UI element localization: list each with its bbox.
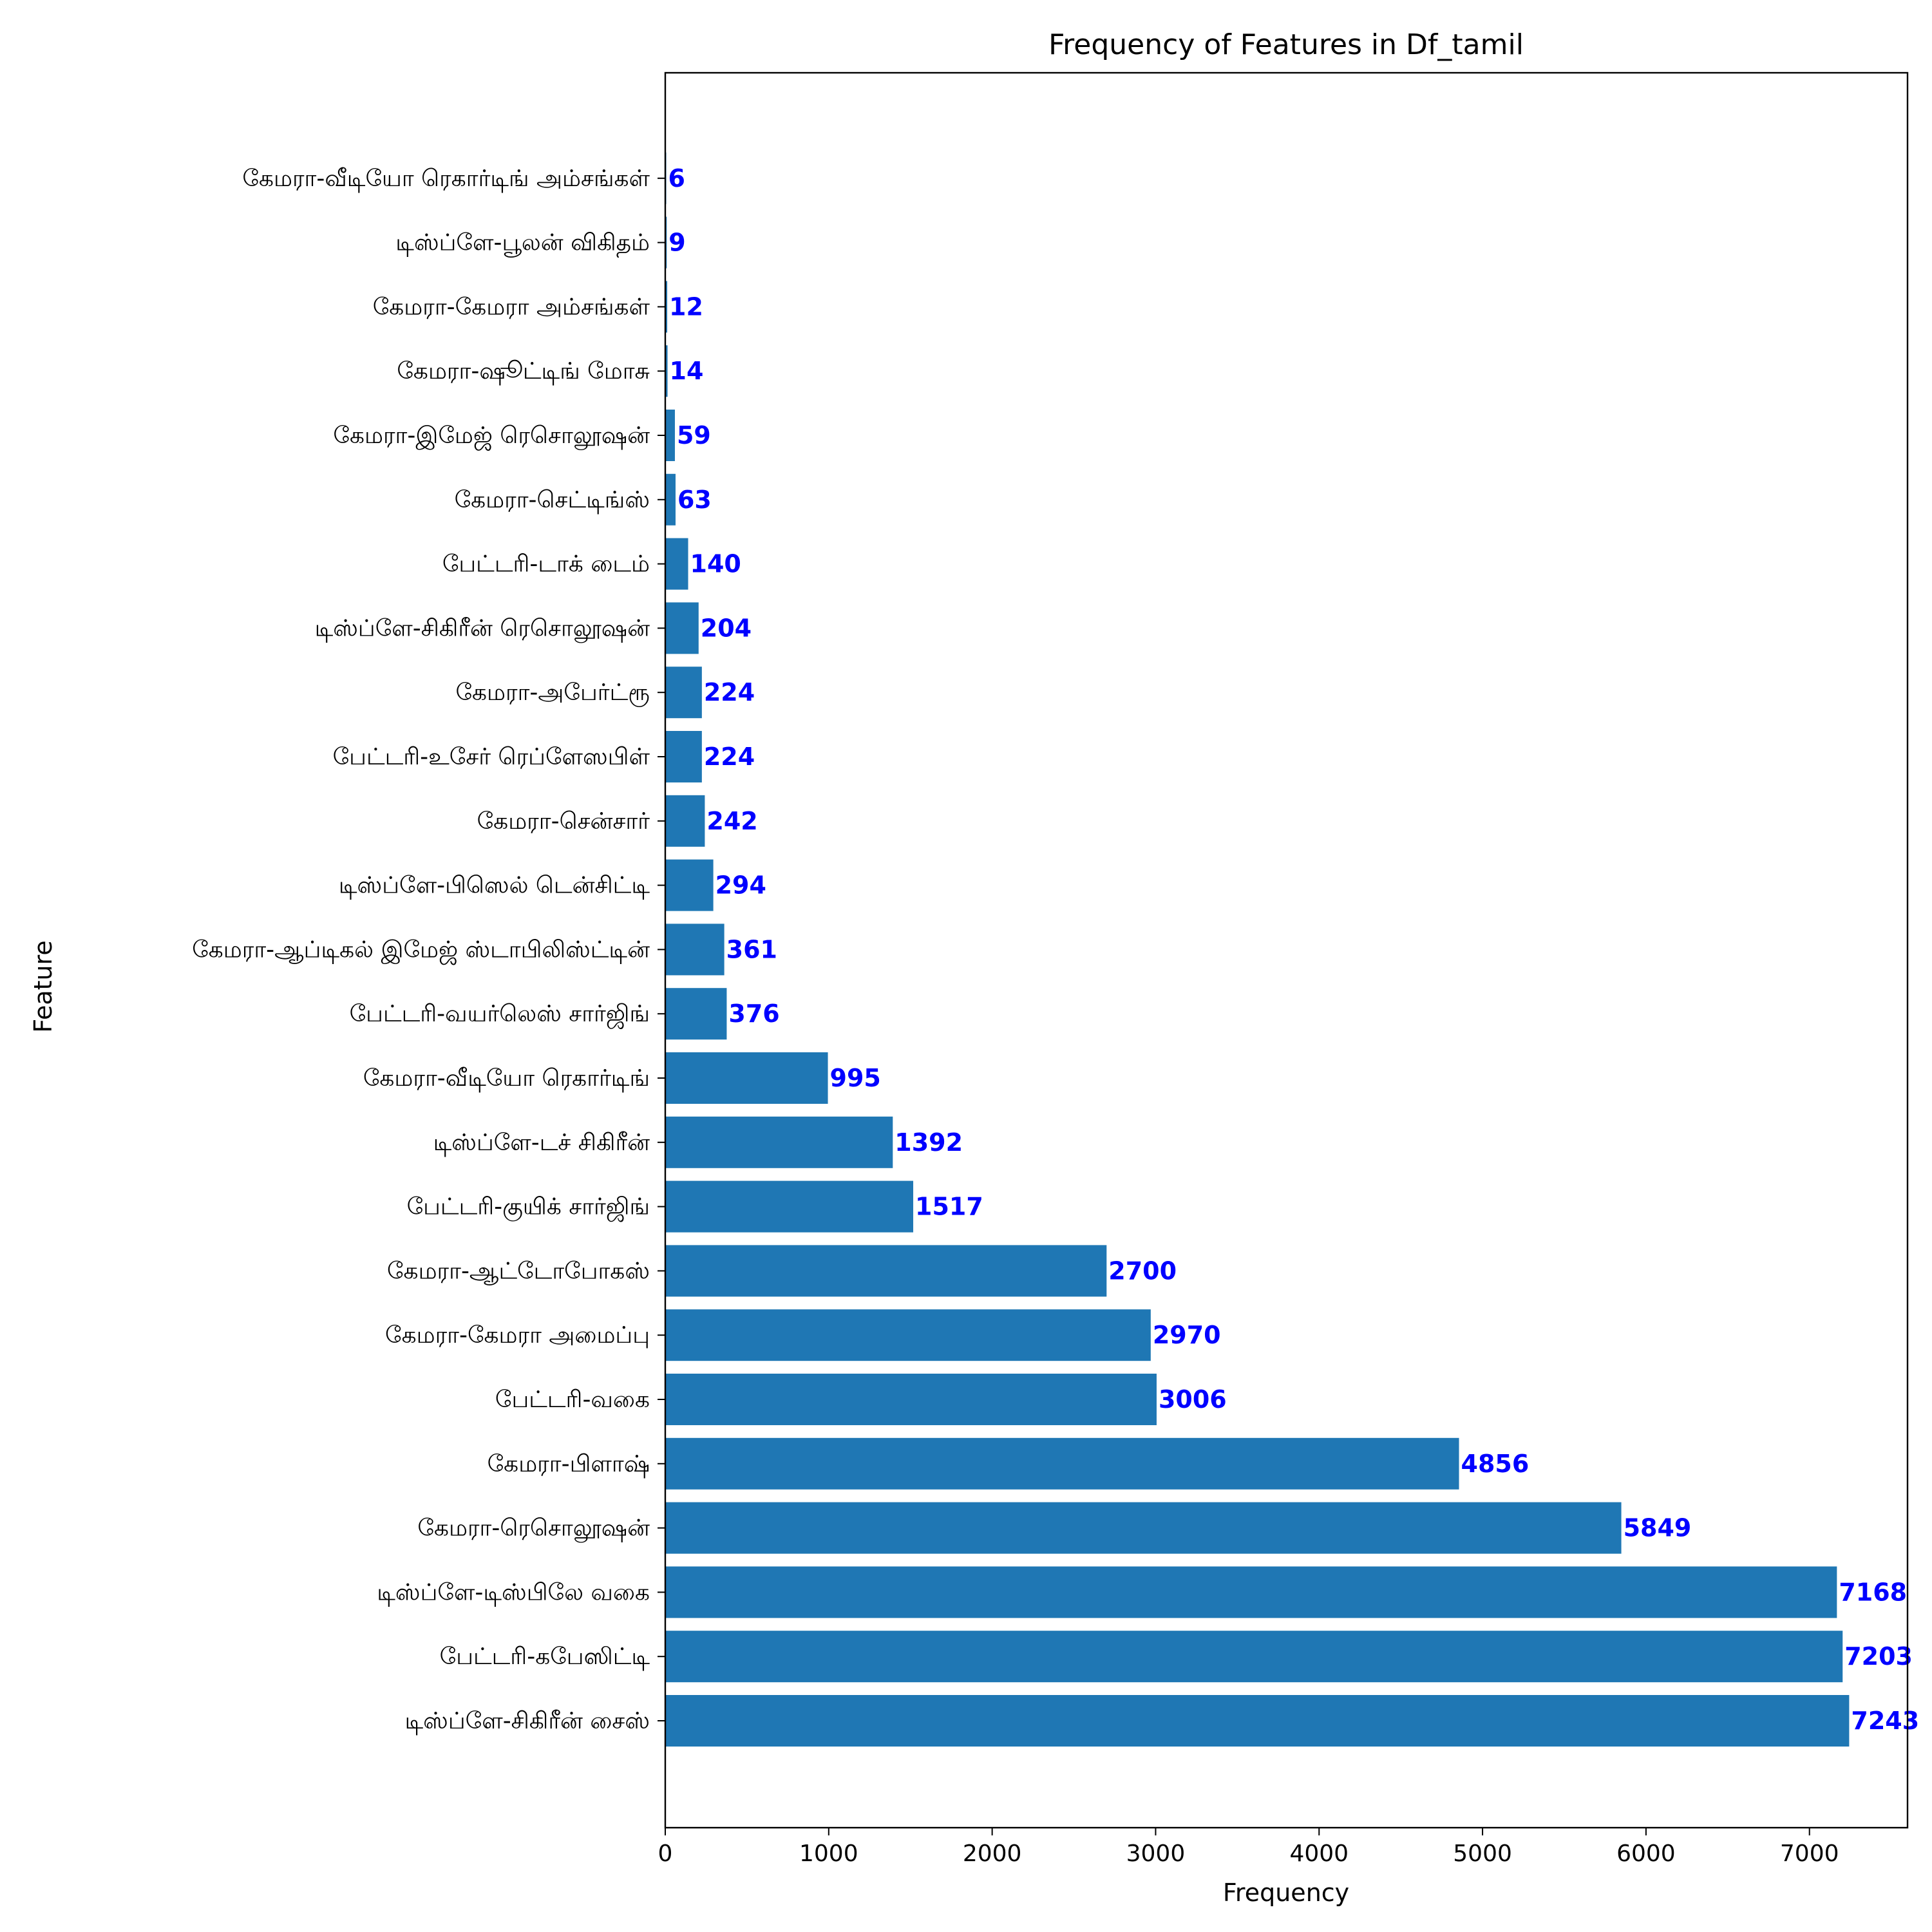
x-tick-label: 7000 <box>1780 1841 1839 1867</box>
bar <box>665 1374 1157 1425</box>
value-label: 6 <box>668 164 685 193</box>
value-label: 5849 <box>1624 1514 1692 1542</box>
value-label: 376 <box>728 999 779 1028</box>
y-tick-label: பேட்டரி-வயர்லெஸ் சார்ஜிங் <box>350 1001 650 1029</box>
y-tick-label: டிஸ்ப்ளே-பிஸெல் டென்சிட்டி <box>339 873 650 900</box>
value-label: 224 <box>704 678 755 706</box>
y-tick-label: கேமரா-இமேஜ் ரெசொலூஷன் <box>333 422 650 451</box>
y-tick-label: டிஸ்ப்ளே-டச் சிகிரீன் <box>433 1130 650 1157</box>
x-tick-label: 0 <box>658 1841 673 1867</box>
bar <box>665 281 668 333</box>
y-tick-label: கேமரா-அபேர்ட்ரூ <box>455 679 650 707</box>
value-label: 204 <box>701 614 752 642</box>
bar <box>665 795 705 847</box>
value-label: 9 <box>668 229 685 257</box>
bar <box>665 1116 893 1168</box>
bar <box>665 988 727 1040</box>
y-tick-label: டிஸ்ப்ளே-சிகிரீன் சைஸ் <box>405 1708 650 1736</box>
y-tick-label: கேமரா-ஷூட்டிங் மோசு <box>397 358 650 386</box>
value-label: 3006 <box>1159 1385 1227 1414</box>
bar <box>665 1180 914 1233</box>
value-label: 2970 <box>1153 1321 1221 1349</box>
y-tick-label: கேமரா-ஆப்டிகல் இமேஜ் ஸ்டாபிலிஸ்ட்டின் <box>192 936 650 965</box>
bar <box>665 1245 1107 1297</box>
value-label: 12 <box>669 292 703 321</box>
y-tick-labels: டிஸ்ப்ளே-சிகிரீன் சைஸ் பேட்டரி-கபேஸிட்டி ட… <box>192 166 665 1736</box>
y-tick-label: கேமரா-கேமரா அமைப்பு <box>385 1322 650 1349</box>
bar <box>665 1631 1843 1683</box>
y-tick-label: டிஸ்ப்ளே-டிஸ்பிலே வகை <box>377 1579 650 1607</box>
value-label: 14 <box>670 357 704 385</box>
y-tick-label: கேமரா-ஆட்டோபோகஸ் <box>387 1258 650 1285</box>
value-label: 1517 <box>915 1193 983 1221</box>
x-tick-label: 6000 <box>1616 1841 1676 1867</box>
y-tick-label: டிஸ்ப்ளே-பூலன் விகிதம் <box>395 230 650 258</box>
value-label: 7203 <box>1844 1642 1913 1671</box>
bar <box>665 1566 1837 1618</box>
bar <box>665 1052 828 1104</box>
chart-title: Frequency of Features in Df_tamil <box>1048 28 1524 61</box>
bar <box>665 1437 1459 1490</box>
bar <box>665 859 714 911</box>
x-axis-ticks: 0 1000 2000 3000 4000 5000 6000 7000 <box>658 1828 1839 1867</box>
plot-frame <box>664 71 1909 1829</box>
value-label: 4856 <box>1461 1450 1530 1478</box>
y-tick-label: கேமரா-செட்டிங்ஸ் <box>455 487 650 515</box>
value-label: 995 <box>830 1064 881 1092</box>
y-tick-label: கேமரா-கேமரா அம்சங்கள் <box>373 294 650 320</box>
bar <box>665 1309 1151 1361</box>
y-tick-label: கேமரா-வீடியோ ரெகார்டிங் <box>363 1065 650 1093</box>
bar <box>665 602 699 654</box>
value-labels: 7243 7203 7168 5849 4856 3006 2970 2700 1517 1392… <box>668 164 1920 1735</box>
bar <box>665 1695 1850 1747</box>
bar <box>665 345 668 397</box>
bar <box>665 473 676 526</box>
y-axis-label: Feature <box>29 940 57 1033</box>
x-tick-label: 1000 <box>799 1841 858 1867</box>
value-label: 140 <box>690 550 741 578</box>
x-axis-label: Frequency <box>1223 1879 1349 1907</box>
value-label: 242 <box>706 807 757 835</box>
value-label: 59 <box>677 421 711 450</box>
y-tick-label: கேமரா-ரெசொலூஷன் <box>417 1515 650 1543</box>
value-label: 63 <box>677 486 712 514</box>
bars-group <box>665 152 1850 1747</box>
bar <box>665 410 675 461</box>
x-tick-label: 4000 <box>1289 1841 1349 1867</box>
bar <box>665 538 688 590</box>
y-tick-label: பேட்டரி-வகை <box>495 1387 650 1413</box>
bar <box>665 1502 1622 1554</box>
y-tick-label: கேமரா-பிளாஷ் <box>488 1451 650 1478</box>
y-tick-label: பேட்டரி-உசேர் ரெப்ளேஸபிள் <box>333 744 650 770</box>
value-label: 1392 <box>895 1128 963 1157</box>
value-label: 361 <box>726 935 777 963</box>
value-label: 224 <box>704 743 755 771</box>
value-label: 7243 <box>1851 1707 1919 1735</box>
y-tick-label: பேட்டரி-டாக் டைம் <box>442 551 650 578</box>
bar <box>665 923 724 976</box>
y-tick-label: டிஸ்ப்ளே-சிகிரீன் ரெசொலூஷன் <box>315 615 650 643</box>
x-tick-label: 5000 <box>1453 1841 1512 1867</box>
y-tick-label: பேட்டரி-கபேஸிட்டி <box>440 1643 650 1671</box>
value-label: 294 <box>715 871 766 900</box>
x-tick-label: 3000 <box>1126 1841 1186 1867</box>
value-label: 2700 <box>1108 1256 1177 1285</box>
y-tick-label: கேமரா-சென்சார் <box>477 808 650 835</box>
x-tick-label: 2000 <box>963 1841 1022 1867</box>
bar <box>665 731 702 782</box>
y-tick-label: பேட்டரி-குயிக் சார்ஜிங் <box>407 1194 650 1222</box>
value-label: 7168 <box>1839 1578 1907 1606</box>
bar <box>665 667 702 719</box>
y-tick-label: கேமரா-வீடியோ ரெகார்டிங் அம்சங்கள் <box>242 166 650 193</box>
